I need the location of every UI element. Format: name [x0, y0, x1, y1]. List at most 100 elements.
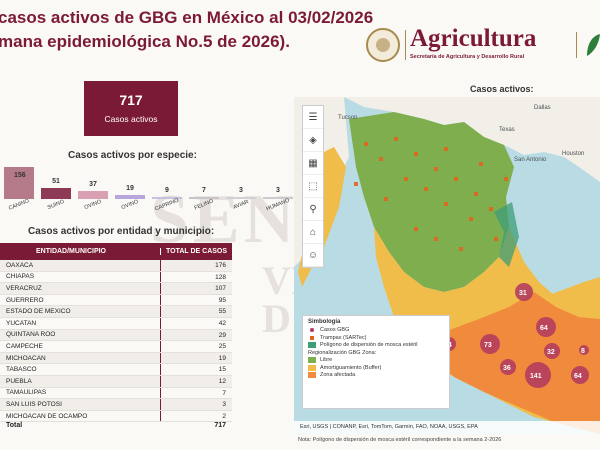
entity-cases: 7 [160, 387, 232, 399]
table-total-row: Total 717 [0, 422, 232, 432]
entity-name: PUEBLA [6, 377, 32, 385]
entity-name: QUINTANA ROO [6, 331, 56, 339]
species-bar [189, 197, 219, 199]
header-total: TOTAL DE CASOS [160, 248, 232, 255]
legend-label: Regionalización GBG [308, 349, 361, 356]
case-bubble[interactable] [571, 366, 589, 384]
polygon-swatch [308, 342, 316, 348]
search-icon[interactable]: ⚲ [303, 198, 323, 221]
species-value: 3 [239, 187, 243, 194]
cases-map[interactable]: Tucson Dallas Texas San Antonio Houston … [294, 97, 600, 434]
entity-cases: 3 [160, 399, 232, 410]
species-value: 7 [202, 187, 206, 194]
entity-name: TAMAULIPAS [6, 389, 47, 397]
entity-name: TABASCO [6, 366, 37, 374]
trap-markers [354, 137, 508, 251]
title-line-1: casos activos de GBG en México al 03/02/… [0, 8, 374, 27]
case-bubble[interactable] [515, 283, 533, 301]
table-row: CHIAPAS 128 [0, 271, 232, 284]
city-label: Texas [499, 127, 515, 133]
entity-name: GUERRERO [6, 296, 44, 304]
case-bubble[interactable] [525, 362, 551, 388]
cases-table: ENTIDAD/MUNICIPIO TOTAL DE CASOS OAXACA 1… [0, 243, 232, 432]
yucatan-buffer [549, 277, 600, 319]
species-bar-group: 7 FELINO [189, 165, 219, 221]
map-attribution: Esri, USGS | CONANP, Esri, TomTom, Garmi… [294, 421, 600, 434]
table-row: MICHOACAN 19 [0, 352, 232, 365]
table-row: SAN LUIS POTOSI 3 [0, 399, 232, 411]
species-bar [152, 197, 182, 199]
entity-cases: 95 [160, 294, 232, 306]
entity-cases: 15 [160, 364, 232, 375]
entity-cases: 107 [160, 283, 232, 294]
case-bubble-label: 32 [547, 349, 555, 356]
species-top-value: 156 [14, 172, 26, 179]
entity-cases: 19 [160, 352, 232, 364]
case-bubble[interactable] [536, 317, 556, 337]
species-bar [226, 197, 256, 199]
logo-brand: Agricultura [410, 25, 537, 52]
species-bar-group: CANINO [4, 165, 34, 221]
case-bubble[interactable] [500, 359, 516, 375]
species-value: 51 [52, 178, 60, 185]
entity-name: CAMPECHE [6, 342, 43, 350]
map-toolbar: ☰ ◈ ▦ ⬚ ⚲ ⌂ ☺ [302, 105, 324, 268]
legend-item: Amortiguamiento (Buffer) [308, 364, 444, 371]
species-bar [115, 195, 145, 199]
case-bubble[interactable] [579, 345, 589, 355]
entity-name: ESTADO DE MEXICO [6, 308, 71, 316]
table-row: VERACRUZ 107 [0, 283, 232, 295]
city-label: Houston [562, 151, 584, 157]
entity-cases: 55 [160, 306, 232, 317]
layers-icon[interactable]: ◈ [303, 129, 323, 152]
case-bubble[interactable] [480, 334, 500, 354]
city-label: San Antonio [514, 157, 547, 163]
active-cases-card: 717 Casos activos [84, 81, 178, 136]
case-bubble[interactable] [544, 343, 560, 359]
species-bar-group: 37 OVINO [78, 165, 108, 221]
species-value: 3 [276, 187, 280, 194]
senasica-leaf-icon [587, 34, 600, 56]
case-bubble-label: 36 [503, 365, 511, 372]
legend-label: Trampas (SARTec) [320, 334, 367, 341]
legend-item: Libre [308, 357, 444, 363]
table-row: YUCATAN 42 [0, 317, 232, 330]
user-icon[interactable]: ☺ [303, 244, 323, 267]
table-body: OAXACA 176 CHIAPAS 128 VERACRUZ 107 GUERRERO 95… [0, 260, 232, 423]
home-icon[interactable]: ⌂ [303, 221, 323, 244]
species-bar-group: 51 SUINO [41, 165, 71, 221]
species-value: 19 [126, 185, 134, 192]
city-label: Tucson [338, 115, 357, 121]
table-header: ENTIDAD/MUNICIPIO TOTAL DE CASOS [0, 243, 232, 260]
total-label: Total [6, 422, 23, 430]
case-bubbles: 31 64 14 73 32 141 36 64 8 [442, 283, 589, 388]
page-title: casos activos de GBG en México al 03/02/… [0, 6, 373, 54]
free-swatch [308, 357, 316, 363]
entity-name: VERACRUZ [6, 284, 42, 292]
case-bubble-label: 8 [581, 348, 585, 355]
entity-cases: 2 [160, 410, 232, 422]
map-footnote: Nota: Polígono de dispersión de mosca es… [298, 437, 502, 443]
legend-label: Zona afectada [320, 372, 356, 378]
table-row: OAXACA 176 [0, 260, 232, 272]
legend-item: Trampas (SARTec) [308, 335, 444, 341]
entity-name: SAN LUIS POTOSI [6, 400, 62, 408]
affected-zone [434, 292, 600, 434]
logo-subtitle: Secretaría de Agricultura y Desarrollo R… [410, 54, 525, 60]
logo-divider-2 [576, 32, 577, 58]
table-row: ESTADO DE MEXICO 55 [0, 306, 232, 318]
case-bubble-label: 141 [530, 373, 542, 380]
title-line-2: mana epidemiológica No.5 de 2026). [0, 32, 290, 51]
qr-icon[interactable]: ▦ [303, 152, 323, 175]
agricultura-logo: Agricultura Secretaría de Agricultura y … [366, 25, 600, 68]
species-bar [263, 197, 293, 199]
table-row: TAMAULIPAS 7 [0, 387, 232, 400]
active-cases-label: Casos activos [104, 114, 158, 124]
menu-icon[interactable]: ☰ [303, 106, 323, 129]
entity-name: OAXACA [6, 261, 34, 269]
entity-cases: 12 [160, 375, 232, 387]
header-entity: ENTIDAD/MUNICIPIO [36, 248, 106, 255]
free-zone [349, 112, 514, 292]
select-icon[interactable]: ⬚ [303, 175, 323, 198]
